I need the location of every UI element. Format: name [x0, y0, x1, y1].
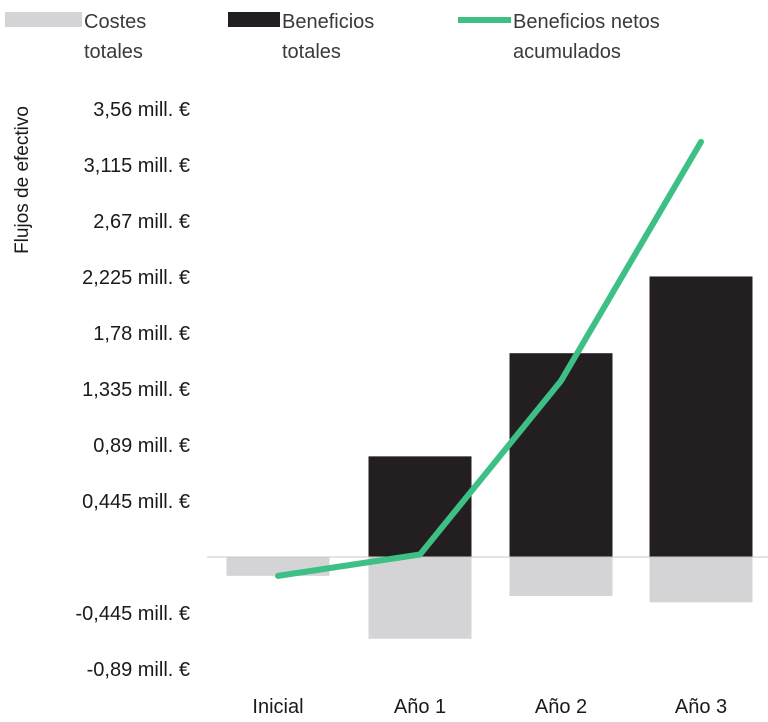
x-tick-label: Año 1	[394, 696, 446, 717]
y-tick-label: 1,78 mill. €	[93, 323, 190, 345]
y-tick-label: 3,115 mill. €	[84, 155, 190, 177]
legend-label-net-line1: Beneficios netos	[513, 11, 660, 33]
y-tick-label: -0,445 mill. €	[76, 603, 191, 625]
y-tick-labels: 3,56 mill. € 3,115 mill. € 2,67 mill. € 2,2…	[76, 99, 191, 681]
x-tick-label: Año 3	[675, 696, 727, 717]
benefit-bars	[368, 276, 753, 557]
x-tick-label: Año 2	[535, 696, 587, 717]
y-tick-label: 1,335 mill. €	[82, 379, 190, 401]
y-tick-label: 3,56 mill. €	[93, 99, 190, 121]
benefit-bar	[509, 353, 613, 557]
cost-bar	[368, 557, 472, 639]
y-tick-label: 0,445 mill. €	[82, 491, 190, 513]
benefit-bar	[368, 456, 472, 557]
y-axis-title: Flujos de efectivo	[12, 106, 33, 254]
cost-bars	[226, 557, 753, 639]
legend-swatch-costs	[5, 12, 82, 27]
x-tick-labels: Inicial Año 1 Año 2 Año 3	[252, 696, 727, 718]
legend-label-net-line2: acumulados	[513, 41, 621, 63]
benefit-bar	[649, 276, 753, 557]
net-benefit-line	[275, 138, 704, 579]
cost-bar	[649, 557, 753, 603]
cost-bar	[509, 557, 613, 596]
legend-label-benefits-line1: Beneficios	[282, 11, 374, 33]
legend-label-costs-line2: totales	[84, 41, 143, 63]
y-tick-label: 2,225 mill. €	[82, 267, 190, 289]
y-tick-label: 2,67 mill. €	[93, 211, 190, 233]
y-tick-label: -0,89 mill. €	[87, 659, 190, 681]
legend-swatch-benefits	[228, 12, 280, 27]
legend-label-costs-line1: Costes	[84, 11, 146, 33]
x-tick-label: Inicial	[252, 696, 303, 717]
legend: Costes totales Beneficios totales Benefi…	[5, 11, 660, 63]
y-tick-label: 0,89 mill. €	[93, 435, 190, 457]
legend-label-benefits-line2: totales	[282, 41, 341, 63]
